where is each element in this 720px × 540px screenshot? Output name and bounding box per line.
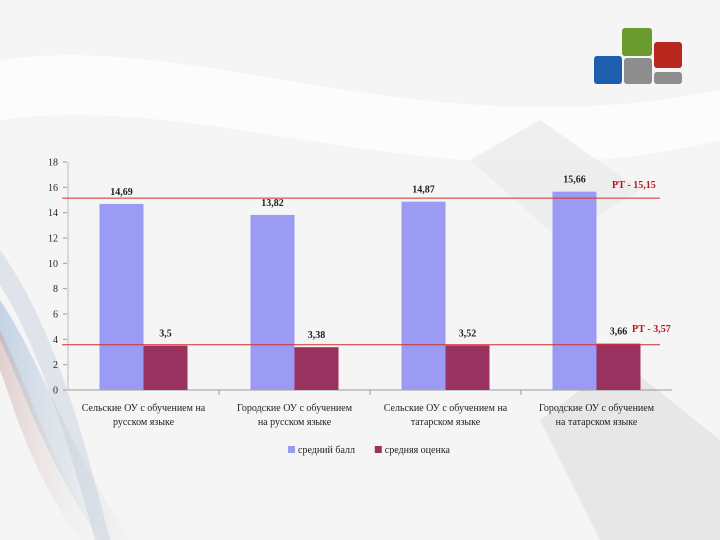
bar-0-3 <box>552 191 597 390</box>
category-label-1-line-0: Городские ОУ с обучением <box>237 403 353 414</box>
chart-bars <box>99 191 641 390</box>
bar-1-1 <box>294 347 339 390</box>
data-label-0-1: 13,82 <box>261 198 284 209</box>
y-tick-label-10: 10 <box>48 259 58 270</box>
y-tick-label-8: 8 <box>53 284 58 295</box>
data-label-0-3: 15,66 <box>563 175 586 186</box>
data-label-0-0: 14,69 <box>110 187 133 198</box>
logo-square-red <box>654 42 682 68</box>
y-tick-label-6: 6 <box>53 310 58 321</box>
data-label-0-2: 14,87 <box>412 185 435 196</box>
bar-1-3 <box>596 343 641 390</box>
legend-swatch-0 <box>288 446 295 453</box>
y-tick-label-18: 18 <box>48 158 58 169</box>
data-label-1-2: 3,52 <box>459 328 477 339</box>
category-label-3-line-0: Городские ОУ с обучением <box>539 403 655 414</box>
y-tick-label-16: 16 <box>48 183 58 194</box>
data-label-1-1: 3,38 <box>308 330 326 341</box>
bar-0-0 <box>99 203 144 390</box>
chart-reference-lines: РТ - 15,15 РТ - 3,57 <box>62 180 671 346</box>
y-tick-label-2: 2 <box>53 360 58 371</box>
logo-square-green <box>622 28 652 56</box>
chart-legend: средний балл средняя оценка <box>288 445 451 456</box>
logo-square-blue <box>594 56 622 84</box>
category-label-0-line-0: Сельские ОУ с обучением на <box>82 403 206 414</box>
logo-square-gray-small <box>654 72 682 84</box>
logo-squares <box>594 28 682 84</box>
category-label-2-line-0: Сельские ОУ с обучением на <box>384 403 508 414</box>
y-tick-label-14: 14 <box>48 208 58 219</box>
category-label-1-line-1: на русском языке <box>258 417 332 428</box>
data-label-1-0: 3,5 <box>159 329 172 340</box>
category-label-2-line-1: татарском языке <box>411 417 481 428</box>
reference-line-label-0: РТ - 15,15 <box>612 180 656 191</box>
bar-1-2 <box>445 345 490 390</box>
legend-swatch-1 <box>374 446 382 453</box>
category-label-3-line-1: на татарском языке <box>556 417 638 428</box>
bar-1-0 <box>143 345 188 390</box>
y-tick-label-12: 12 <box>48 234 58 245</box>
y-tick-label-4: 4 <box>53 335 58 346</box>
legend-label-1: средняя оценка <box>385 445 451 456</box>
category-label-0-line-1: русском языке <box>113 417 175 428</box>
data-label-1-3: 3,66 <box>610 327 628 338</box>
bar-0-1 <box>250 214 295 390</box>
y-tick-label-0: 0 <box>53 386 58 397</box>
reference-line-label-1: РТ - 3,57 <box>632 324 671 335</box>
logo-square-gray <box>624 58 652 84</box>
bar-0-2 <box>401 201 446 390</box>
legend-label-0: средний балл <box>298 445 355 456</box>
chart-labels: 14,69 13,82 14,87 15,66 3,5 3,38 3,52 3,66 <box>110 175 627 342</box>
